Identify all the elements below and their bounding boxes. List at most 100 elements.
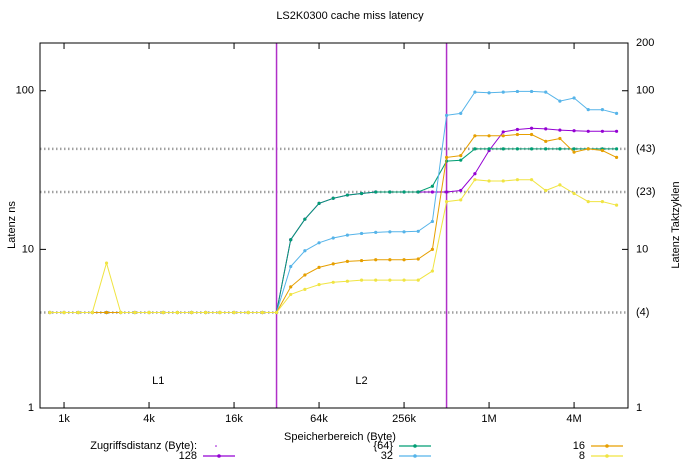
data-point <box>572 96 576 100</box>
y-tick-label: 100 <box>16 85 34 97</box>
region-label: L1 <box>152 375 164 387</box>
data-point <box>459 154 463 158</box>
data-point <box>402 258 406 262</box>
region-label: L2 <box>355 375 367 387</box>
data-point <box>487 91 491 95</box>
y-tick-label: 10 <box>22 243 34 255</box>
data-point <box>515 89 519 94</box>
data-point <box>572 150 576 154</box>
data-point <box>558 128 562 132</box>
data-point <box>473 172 477 176</box>
y-axis-label: Latenz ns <box>6 201 18 249</box>
legend-label: 8 <box>579 450 585 462</box>
data-point <box>586 129 590 133</box>
data-point <box>444 155 449 160</box>
data-point <box>274 310 279 315</box>
data-point <box>586 108 590 112</box>
data-point <box>246 310 250 315</box>
data-point <box>515 147 519 151</box>
data-point <box>501 179 505 183</box>
reference-label: (43) <box>636 143 656 155</box>
data-point <box>501 134 505 138</box>
legend-swatch-point <box>413 444 417 448</box>
data-point <box>430 269 434 273</box>
data-point <box>430 219 434 224</box>
x-tick-label: 16k <box>225 413 243 425</box>
data-point <box>147 310 151 315</box>
data-point <box>529 132 534 137</box>
legend-label: 32 <box>381 450 393 462</box>
data-point <box>416 229 420 233</box>
data-point <box>204 310 208 315</box>
data-point <box>345 233 349 237</box>
data-point <box>572 191 576 196</box>
data-point <box>289 292 293 297</box>
data-point <box>388 230 392 234</box>
data-point <box>62 310 66 315</box>
data-point <box>558 183 562 187</box>
data-point <box>459 188 463 193</box>
series-line <box>49 127 617 313</box>
x-axis-label: Speicherbereich (Byte) <box>284 431 396 443</box>
data-point <box>586 200 590 204</box>
reference-label: (4) <box>636 306 649 318</box>
data-point <box>430 184 434 188</box>
x-tick-label: 1M <box>481 413 496 425</box>
data-point <box>374 258 378 262</box>
data-point <box>515 178 519 182</box>
data-point <box>133 310 137 315</box>
data-point <box>600 129 605 133</box>
data-point <box>402 230 406 234</box>
data-point <box>430 190 434 194</box>
data-point <box>303 217 307 221</box>
data-point <box>558 147 562 151</box>
y2-tick-label: 100 <box>636 85 654 97</box>
data-point <box>586 147 590 151</box>
data-point <box>402 190 406 194</box>
data-point <box>544 127 548 131</box>
data-point <box>473 134 477 138</box>
data-point <box>558 136 562 141</box>
legend-label: 16 <box>573 440 585 452</box>
data-point <box>529 178 534 182</box>
data-point <box>331 262 335 266</box>
data-point <box>529 147 534 151</box>
series-line <box>49 134 617 313</box>
y2-tick-label: 200 <box>636 37 654 49</box>
data-point <box>459 111 463 115</box>
data-point <box>374 278 378 282</box>
data-point <box>614 147 619 151</box>
data-point <box>317 241 321 245</box>
data-point <box>359 258 364 263</box>
legend-title-dot <box>215 445 217 447</box>
data-point <box>119 310 123 315</box>
x-tick-label: 4M <box>566 413 581 425</box>
data-point <box>90 310 94 315</box>
data-point <box>614 155 619 160</box>
data-point <box>345 259 349 263</box>
data-point <box>473 178 477 182</box>
data-point <box>416 257 420 261</box>
data-point <box>444 200 449 204</box>
x-tick-label: 256k <box>392 413 416 425</box>
data-point <box>444 113 449 117</box>
data-point <box>345 279 349 283</box>
data-point <box>501 90 505 94</box>
x-tick-label: 1k <box>58 413 70 425</box>
data-point <box>529 89 534 94</box>
data-point <box>459 158 463 162</box>
data-point <box>331 280 335 284</box>
data-point <box>501 130 505 134</box>
data-point <box>430 247 434 251</box>
data-point <box>374 230 378 234</box>
data-point <box>544 147 548 151</box>
data-point <box>544 139 548 143</box>
data-point <box>175 310 179 315</box>
plot-frame <box>39 42 629 409</box>
data-point <box>614 203 619 207</box>
y2-tick-label: 10 <box>636 243 648 255</box>
legend-swatch-point <box>605 444 609 448</box>
data-point <box>572 129 576 133</box>
data-point <box>529 126 534 130</box>
